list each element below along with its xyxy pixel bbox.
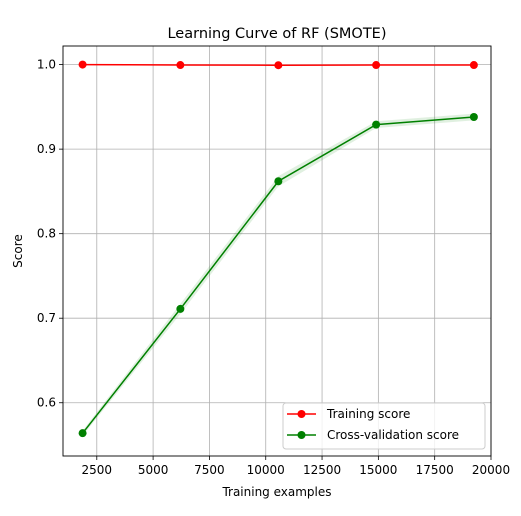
data-point-cv <box>274 177 283 186</box>
data-point-training <box>274 61 283 70</box>
legend-label-training: Training score <box>326 407 410 421</box>
data-point-cv <box>78 429 87 438</box>
data-point-cv <box>469 113 478 122</box>
x-axis-ticks: 2500 5000 7500 10000 12500 15000 17500 20000 <box>82 456 510 477</box>
x-tick-label: 7500 <box>194 463 225 477</box>
x-tick-label: 20000 <box>472 463 510 477</box>
data-point-cv <box>176 304 185 313</box>
y-tick-label: 1.0 <box>37 58 56 72</box>
y-axis-ticks: 0.6 0.7 0.8 0.9 1.0 <box>37 58 63 410</box>
marker-layer <box>78 60 478 438</box>
data-point-training <box>176 61 185 70</box>
legend-label-cv: Cross-validation score <box>327 428 459 442</box>
y-tick-label: 0.6 <box>37 396 56 410</box>
data-point-training <box>372 61 381 70</box>
x-axis-title: Training examples <box>221 485 331 499</box>
y-tick-label: 0.8 <box>37 227 56 241</box>
plot-frame <box>62 45 492 457</box>
x-tick-label: 2500 <box>82 463 113 477</box>
data-point-cv <box>372 120 381 129</box>
data-point-training <box>78 60 87 69</box>
x-tick-label: 15000 <box>359 463 397 477</box>
legend-marker-cv <box>297 431 306 439</box>
y-tick-label: 0.9 <box>37 142 56 156</box>
y-axis-title: Score <box>11 234 25 268</box>
legend: Training score Cross-validation score <box>282 402 486 450</box>
x-tick-label: 17500 <box>416 463 454 477</box>
plot-area <box>63 46 491 456</box>
data-point-training <box>469 61 478 70</box>
x-tick-label: 5000 <box>138 463 169 477</box>
x-tick-label: 10000 <box>247 463 285 477</box>
y-tick-label: 0.7 <box>37 311 56 325</box>
chart-title: Learning Curve of RF (SMOTE) <box>167 26 386 42</box>
x-tick-label: 12500 <box>303 463 341 477</box>
legend-box <box>282 402 486 450</box>
legend-marker-training <box>297 410 306 418</box>
